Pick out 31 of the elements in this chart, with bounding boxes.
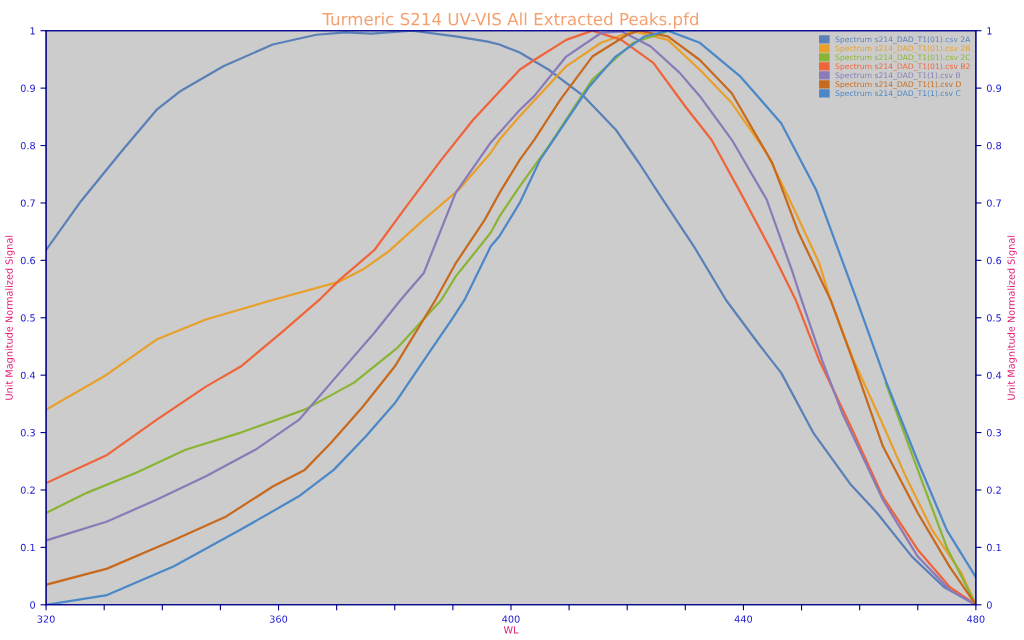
y-tick-label: 0.1 <box>20 543 35 552</box>
y-tick-label: 0.3 <box>20 429 35 437</box>
y2-tick-label: 0 <box>986 601 992 609</box>
y-tick-label: 0 <box>30 601 36 609</box>
chart-title: Turmeric S214 UV-VIS All Extracted Peaks.pfd <box>322 12 699 29</box>
y2-axis-title: Unit Magnitude Normalized Signal <box>1007 235 1017 400</box>
y2-tick-label: 0.1 <box>986 543 1001 552</box>
y2-tick-label: 0.8 <box>986 142 1002 150</box>
y2-tick-label: 0.9 <box>986 84 1002 92</box>
x-axis-title: WL <box>503 626 519 634</box>
y2-tick-label: 0.7 <box>986 199 1001 207</box>
y-tick-label: 0.9 <box>20 84 35 92</box>
x-tick-label: 320 <box>37 615 55 623</box>
y2-tick-label: 0.3 <box>986 429 1001 437</box>
y-tick-label: 0.8 <box>20 142 35 150</box>
y2-tick-label: 0.4 <box>986 371 1002 379</box>
y-tick-label: 0.5 <box>20 314 35 322</box>
y2-tick-label: 0.5 <box>986 314 1001 322</box>
y2-tick-label: 0.2 <box>986 486 1001 494</box>
y2-tick-label: 0.6 <box>986 256 1002 265</box>
y-tick-label: 1 <box>30 27 35 35</box>
x-tick-label: 360 <box>269 615 288 623</box>
y-axis-title: Unit Magnitude Normalized Signal <box>5 235 15 400</box>
x-tick-label: 400 <box>502 615 520 623</box>
y-tick-label: 0.2 <box>20 486 35 494</box>
x-tick-label: 440 <box>734 615 753 623</box>
y-tick-label: 0.6 <box>20 256 36 265</box>
x-tick-label: 480 <box>967 615 985 623</box>
y-tick-label: 0.7 <box>20 199 35 207</box>
y-tick-label: 0.4 <box>20 371 36 379</box>
y2-tick-label: 1 <box>987 27 992 35</box>
